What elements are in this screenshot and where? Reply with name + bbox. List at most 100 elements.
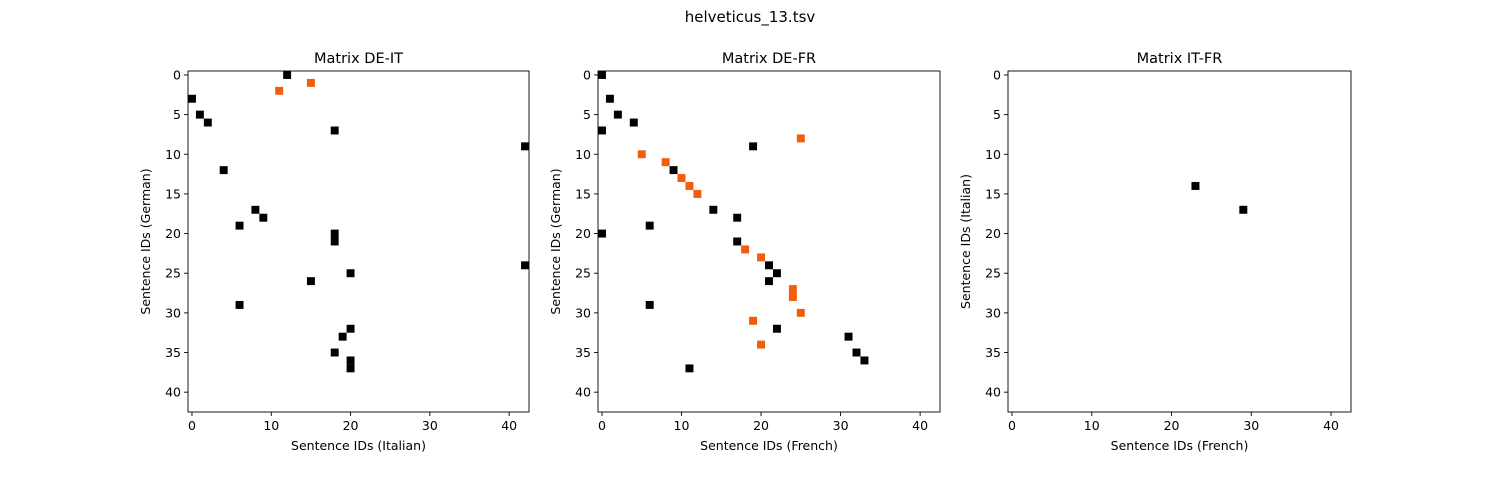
- matrix-cell-black: [330, 348, 339, 357]
- y-tick-label: 5: [173, 107, 181, 122]
- y-axis-label: Sentence IDs (German): [548, 168, 563, 314]
- x-axis-label: Sentence IDs (French): [700, 438, 838, 453]
- x-tick-label: 20: [753, 418, 769, 433]
- y-tick-label: 10: [165, 147, 181, 162]
- matrix-cell-black: [521, 261, 529, 270]
- x-tick-label: 10: [263, 418, 279, 433]
- matrix-cell-orange: [693, 189, 702, 198]
- y-tick-label: 40: [575, 385, 591, 400]
- chart-title: Matrix IT-FR: [1137, 51, 1223, 67]
- y-tick-label: 10: [985, 147, 1001, 162]
- y-tick-label: 25: [575, 266, 591, 281]
- matrix-cell-black: [251, 205, 260, 214]
- matrix-cell-black: [645, 300, 654, 309]
- matrix-cell-black: [330, 126, 339, 135]
- matrix-cell-black: [259, 213, 268, 222]
- chart-title: Matrix DE-IT: [314, 51, 403, 67]
- y-tick-label: 15: [165, 186, 181, 201]
- y-tick-label: 20: [575, 226, 591, 241]
- matrix-cell-black: [844, 332, 853, 341]
- matrix-cell-black: [733, 237, 742, 246]
- matrix-cell-black: [188, 94, 196, 103]
- y-tick-label: 0: [993, 67, 1001, 82]
- panels: 0 10 20 30 40 0 5 10 15 20 25 30 35 40 Matrix DE-IT Sen…: [138, 51, 1352, 453]
- matrix-cell-orange: [741, 245, 750, 254]
- matrix-cell-orange: [796, 308, 805, 317]
- matrix-cell-black: [749, 142, 758, 151]
- x-tick-label: 10: [1084, 418, 1100, 433]
- matrix-cell-black: [283, 71, 292, 79]
- matrix-cell-black: [772, 269, 781, 278]
- y-tick-label: 5: [583, 107, 591, 122]
- matrix-cell-black: [852, 348, 861, 357]
- matrix-cell-orange: [275, 86, 284, 95]
- matrix-cell-black: [203, 118, 212, 127]
- matrix-cell-black: [765, 277, 773, 286]
- matrix-cell-black: [765, 261, 773, 270]
- y-tick-label: 15: [575, 186, 591, 201]
- matrix-cell-orange: [306, 78, 315, 87]
- matrix-cell-black: [685, 364, 694, 373]
- matrix-cell-orange: [788, 285, 797, 294]
- chart-panel-1: 0 10 20 30 40 0 5 10 15 20 25 30 35 40 Matrix DE-IT Sen…: [138, 51, 530, 453]
- x-tick-label: 30: [422, 418, 438, 433]
- x-tick-label: 40: [912, 418, 928, 433]
- matrix-cell-black: [306, 277, 315, 286]
- matrix-cell-black: [330, 237, 339, 246]
- y-tick-label: 25: [985, 266, 1001, 281]
- y-tick-label: 35: [985, 345, 1001, 360]
- y-tick-label: 30: [575, 305, 591, 320]
- matrix-cell-orange: [757, 340, 766, 349]
- matrix-cell-black: [346, 269, 355, 278]
- axes-frame: [597, 70, 941, 413]
- y-tick-label: 0: [173, 67, 181, 82]
- matrix-cell-black: [709, 205, 718, 214]
- chart-panel-2: 0 10 20 30 40 0 5 10 15 20 25 30 35 40 Matrix DE-FR Sen…: [548, 51, 941, 453]
- matrix-cell-black: [346, 324, 355, 333]
- matrix-cell-black: [346, 364, 355, 373]
- y-axis-label: Sentence IDs (German): [138, 168, 153, 314]
- x-tick-label: 30: [833, 418, 849, 433]
- matrix-cell-black: [860, 356, 869, 365]
- x-tick-label: 20: [1164, 418, 1180, 433]
- x-tick-label: 30: [1243, 418, 1259, 433]
- matrix-cell-black: [521, 142, 529, 151]
- matrix-cell-black: [733, 213, 742, 222]
- matrix-cell-orange: [661, 158, 670, 167]
- matrix-cell-black: [645, 221, 654, 230]
- y-tick-label: 5: [993, 107, 1001, 122]
- matrix-cell-orange: [685, 182, 694, 190]
- y-tick-label: 35: [575, 345, 591, 360]
- y-tick-label: 25: [165, 266, 181, 281]
- matrix-cell-orange: [749, 316, 758, 325]
- matrix-cell-black: [629, 118, 638, 127]
- x-tick-label: 0: [188, 418, 196, 433]
- matrix-cell-orange: [637, 150, 646, 159]
- x-tick-label: 0: [598, 418, 606, 433]
- y-axis-label: Sentence IDs (Italian): [958, 174, 973, 309]
- matrix-cell-black: [235, 300, 244, 309]
- y-tick-label: 40: [165, 385, 181, 400]
- matrix-cell-black: [219, 166, 228, 175]
- chart-title: Matrix DE-FR: [722, 51, 816, 67]
- y-tick-label: 10: [575, 147, 591, 162]
- matrix-cell-black: [346, 356, 355, 365]
- chart-panel-3: 0 10 20 30 40 0 5 10 15 20 25 30 35 40 Matrix IT-FR Sen…: [958, 51, 1352, 453]
- y-tick-label: 15: [985, 186, 1001, 201]
- y-tick-label: 30: [985, 305, 1001, 320]
- matrix-cell-black: [235, 221, 244, 230]
- x-tick-label: 40: [1323, 418, 1339, 433]
- matrix-cell-orange: [788, 293, 797, 301]
- matrix-cell-black: [613, 110, 622, 119]
- matrix-cell-black: [338, 332, 347, 341]
- y-tick-label: 20: [985, 226, 1001, 241]
- y-tick-label: 20: [165, 226, 181, 241]
- x-tick-label: 40: [501, 418, 517, 433]
- x-tick-label: 10: [674, 418, 690, 433]
- matrix-cell-orange: [757, 253, 766, 262]
- matrix-cell-black: [598, 71, 606, 79]
- matrix-cell-black: [598, 229, 606, 238]
- x-axis-label: Sentence IDs (French): [1111, 438, 1249, 453]
